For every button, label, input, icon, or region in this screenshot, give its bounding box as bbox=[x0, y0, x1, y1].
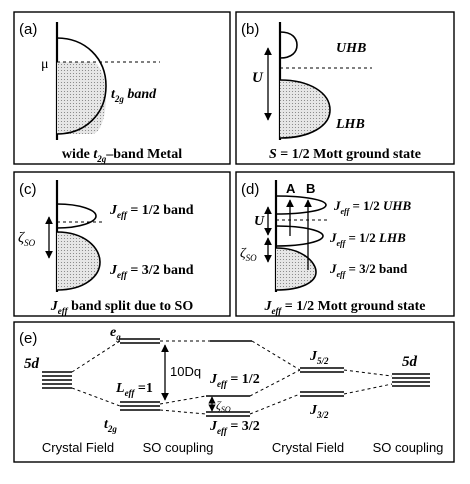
panel-d-label-a: A bbox=[286, 181, 296, 196]
panel-d-uhb-curve bbox=[275, 195, 327, 215]
panel-c-zeta-label: ζSO bbox=[18, 230, 36, 248]
panel-c-frame bbox=[13, 171, 231, 317]
panel-d-label-b: B bbox=[306, 181, 315, 196]
panel-e-bottom-label-2: SO coupling bbox=[143, 440, 214, 455]
panel-b-u-label: U bbox=[252, 70, 264, 86]
panel-e-left-5d-label: 5d bbox=[24, 356, 40, 372]
panel-d-lhb-label: Jeff = 1/2 LHB bbox=[329, 230, 406, 248]
panel-d-zeta-label: ζSO bbox=[240, 246, 257, 263]
panel-e-correlation-lines bbox=[71, 340, 393, 415]
panel-d-lower-fill bbox=[276, 248, 316, 290]
panel-e-frame bbox=[13, 321, 455, 463]
panel-a-caption: wide t2g–band Metal bbox=[62, 147, 182, 164]
panel-b-uhb-label: UHB bbox=[336, 41, 366, 56]
panel-b-frame bbox=[235, 11, 455, 165]
panel-d: (d) A B U ζSO Jeff = 1/2 UHB Jeff = 1/2 … bbox=[235, 171, 455, 317]
panel-e-bottom-label-4: SO coupling bbox=[373, 440, 444, 455]
panel-b-uhb-curve bbox=[279, 31, 298, 59]
panel-b: (b) U UHB LHB S = 1/2 Mott ground state bbox=[235, 11, 455, 165]
panel-e-left-5d-levels bbox=[42, 371, 72, 389]
panel-c-lower-band bbox=[56, 231, 101, 291]
panel-e-right-5d-label: 5d bbox=[402, 354, 418, 370]
panel-e-zeta-label: ζSO bbox=[216, 398, 231, 414]
panel-e-eg-levels bbox=[120, 338, 160, 344]
panel-a: (a) μ t2g band wide t2g–band Metal bbox=[13, 11, 231, 165]
panel-e-tag: (e) bbox=[19, 330, 37, 347]
panel-e-leff-label: Leff =1 bbox=[115, 381, 153, 398]
panel-b-lhb-label: LHB bbox=[335, 117, 365, 132]
panel-e-bottom-label-1: Crystal Field bbox=[42, 440, 114, 455]
panel-d-uhb-label: Jeff = 1/2 UHB bbox=[333, 198, 412, 216]
panel-c-lower-fill bbox=[57, 232, 100, 290]
panel-a-frame bbox=[13, 11, 231, 165]
panel-e-bottom-label-3: Crystal Field bbox=[272, 440, 344, 455]
panel-c: (c) ζSO Jeff = 1/2 band Jeff = 3/2 band … bbox=[13, 171, 231, 317]
panel-c-upper-label: Jeff = 1/2 band bbox=[109, 203, 194, 220]
panel-d-tag: (d) bbox=[241, 181, 259, 198]
panel-b-lhb-fill bbox=[280, 80, 330, 138]
panel-b-tag: (b) bbox=[241, 21, 259, 38]
panel-e-eg-label: eg bbox=[110, 325, 121, 342]
panel-c-tag: (c) bbox=[19, 181, 37, 198]
panel-b-lhb-curve bbox=[279, 79, 331, 139]
panel-e-t2g-levels bbox=[120, 401, 160, 411]
panel-e: (e) 5d eg t2g Leff =1 10Dq ζSO Jeff = 1/… bbox=[13, 321, 455, 463]
panel-e-10dq-label: 10Dq bbox=[170, 364, 201, 379]
panel-b-caption: S = 1/2 Mott ground state bbox=[269, 147, 421, 162]
panel-d-lower-label: Jeff = 3/2 band bbox=[329, 261, 408, 279]
panel-d-frame bbox=[235, 171, 455, 317]
panel-e-j32-label: J3/2 bbox=[309, 403, 329, 420]
panel-c-upper-band bbox=[56, 203, 97, 229]
panel-a-band-fill bbox=[57, 62, 106, 134]
panel-d-caption: Jeff = 1/2 Mott ground state bbox=[263, 299, 425, 316]
panel-e-jeff32-label: Jeff = 3/2 bbox=[209, 419, 260, 436]
panel-a-tag: (a) bbox=[19, 21, 37, 38]
panel-a-mu: μ bbox=[41, 57, 49, 72]
panel-a-band-curve bbox=[56, 37, 107, 135]
panel-e-j52-levels bbox=[300, 367, 344, 373]
panel-e-jeff32-levels bbox=[206, 411, 250, 417]
panel-c-lower-label: Jeff = 3/2 band bbox=[109, 263, 194, 280]
panel-e-jeff12-label: Jeff = 1/2 bbox=[209, 372, 260, 389]
panel-e-t2g-label: t2g bbox=[104, 417, 117, 434]
panel-c-caption: Jeff band split due to SO bbox=[50, 299, 194, 316]
panel-e-j32-levels bbox=[300, 391, 344, 397]
panel-d-lower-band bbox=[275, 247, 317, 291]
panel-a-band-label: t2g band bbox=[111, 87, 157, 104]
panel-e-j52-label: J5/2 bbox=[309, 349, 329, 366]
panel-d-lhb-curve bbox=[275, 225, 324, 247]
panel-e-right-5d-levels bbox=[392, 373, 430, 387]
panel-d-u-label: U bbox=[254, 214, 265, 229]
